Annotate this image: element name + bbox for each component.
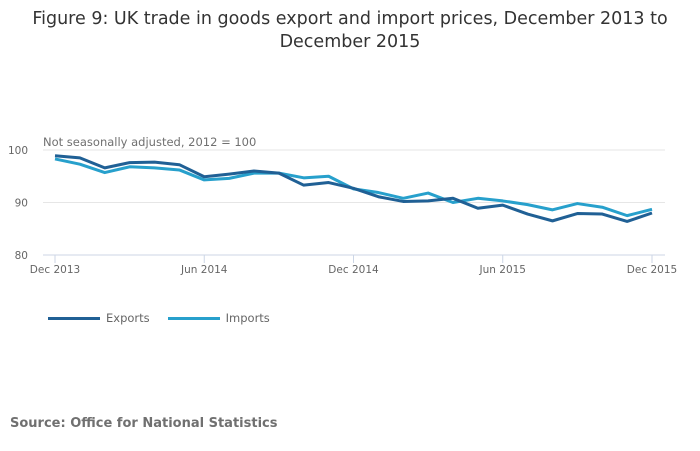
legend-item-exports[interactable]: Exports — [48, 311, 150, 325]
x-tick-label: Dec 2015 — [627, 264, 677, 276]
x-tick-label: Dec 2014 — [328, 264, 379, 276]
x-tick-label: Dec 2013 — [30, 264, 80, 276]
y-tick-label: 100 — [8, 145, 28, 157]
y-tick-label: 80 — [15, 250, 28, 262]
line-chart: 80 90 100 Dec 2013 Jun 2014 Dec 2014 Jun 2015 D… — [8, 145, 677, 276]
legend-item-imports[interactable]: Imports — [167, 311, 270, 325]
y-tick-label: 90 — [15, 198, 28, 210]
chart-title: Figure 9: UK trade in goods export and i… — [32, 9, 668, 52]
source-note: Source: Office for National Statistics — [10, 416, 278, 431]
legend-label-imports: Imports — [225, 311, 270, 325]
legend: Exports Imports — [48, 311, 270, 325]
legend-swatch-imports — [167, 316, 220, 320]
x-tick-label: Jun 2015 — [479, 264, 526, 276]
series-line-exports — [54, 154, 653, 223]
legend-label-exports: Exports — [106, 311, 150, 325]
chart-subtitle: Not seasonally adjusted, 2012 = 100 — [43, 135, 257, 149]
legend-swatch-exports — [48, 316, 100, 320]
x-tick-label: Jun 2014 — [180, 264, 228, 276]
